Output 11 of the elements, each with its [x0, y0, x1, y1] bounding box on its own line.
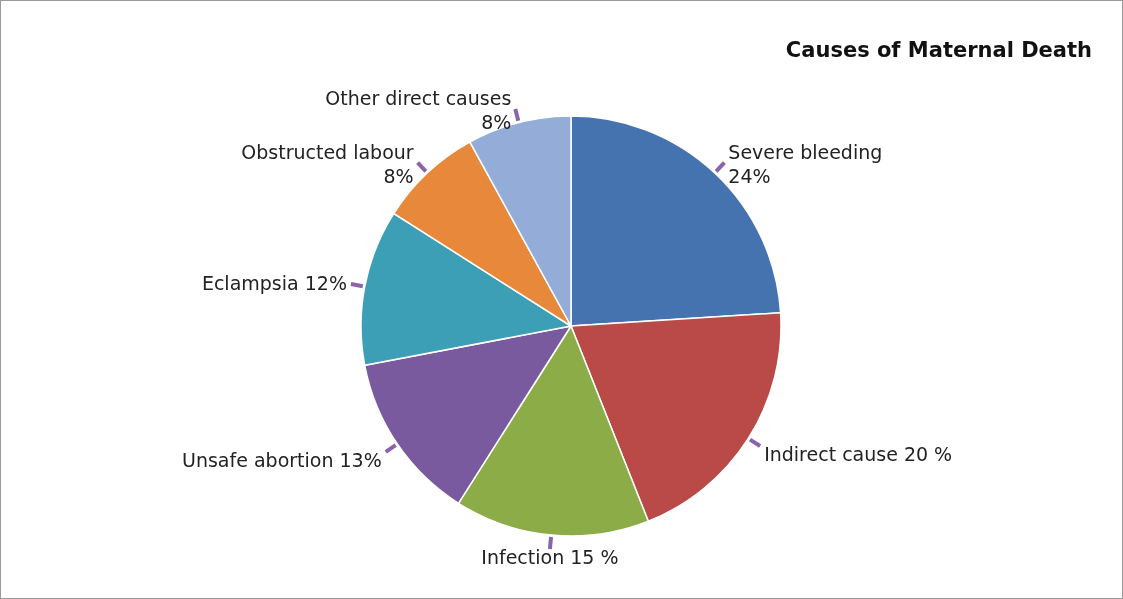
slice-label: Severe bleeding: [728, 140, 883, 163]
slice-label: Obstructed labour: [241, 140, 414, 163]
slice-label: Infection 15 %: [481, 546, 619, 569]
data-label: 8%: [383, 164, 414, 187]
chart-title: Causes of Maternal Death: [785, 38, 1092, 62]
slice-label: Unsafe abortion 13%: [182, 448, 382, 471]
data-label: 24%: [728, 164, 771, 187]
slice-label: Other direct causes: [325, 87, 512, 110]
data-label: 8%: [481, 111, 512, 134]
slice-label: Indirect cause 20 %: [764, 443, 953, 466]
slice-label: Eclampsia 12%: [201, 272, 347, 295]
